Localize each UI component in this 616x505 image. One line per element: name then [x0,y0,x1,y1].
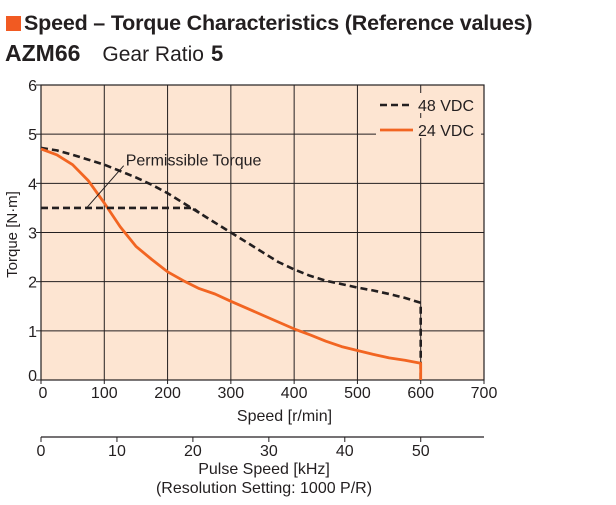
gear-ratio-value: 5 [210,41,224,66]
series [40,146,423,380]
x-tick-label: 600 [407,385,434,402]
model-row: AZM66 Gear Ratio 5 [5,40,223,67]
pulse-tick-label: 30 [260,443,278,460]
gear-ratio-label: Gear Ratio [102,43,204,66]
annotation-label: Permissible Torque [126,153,262,170]
x-tick-label: 500 [344,385,371,402]
y-tick-label: 0 [28,368,37,385]
pulse-tick-label: 50 [412,443,430,460]
legend-entry-background [376,118,481,138]
pulse-axis-label: Pulse Speed [kHz] [198,461,330,478]
legend-entry-background [376,93,481,113]
x-tick-label: 0 [39,385,48,402]
pulse-tick-label: 0 [37,443,46,460]
x-tick-label: 300 [218,385,245,402]
title-row: Speed – Torque Characteristics (Referenc… [6,11,533,36]
y-tick-label: 6 [28,78,37,95]
pulse-tick-label: 10 [108,443,126,460]
legend-label: 24 VDC [418,123,474,140]
annotation: Permissible Torque [86,153,262,209]
pulse-tick-label: 40 [336,443,354,460]
y-tick-label: 1 [28,324,37,341]
x-tick-label: 100 [91,385,118,402]
pulse-axis-sublabel: (Resolution Setting: 1000 P/R) [156,480,372,497]
annotation-leader-line [86,165,125,209]
series-line-permissible-torque [41,206,200,214]
pulse-tick-label: 20 [184,443,202,460]
series-line-24-vdc [40,147,423,380]
pulse-speed-axis: 0 10 20 30 40 50 Pulse Speed [kHz] (Resolution … [37,436,484,497]
series-line-48-vdc [40,146,423,380]
y-axis-label: Torque [N·m] [4,191,21,278]
chart-header: Speed – Torque Characteristics (Referenc… [0,0,616,72]
model-name: AZM66 [5,40,81,66]
legend-label: 48 VDC [418,98,474,115]
chart-title: Speed – Torque Characteristics (Referenc… [24,11,533,35]
y-tick-label: 4 [28,176,37,193]
x-tick-label: 400 [281,385,308,402]
y-tick-label: 2 [28,275,37,292]
x-axis-label: Speed [r/min] [237,408,332,425]
y-tick-label: 5 [28,127,37,144]
title-marker-square [6,16,21,31]
legend: 48 VDC 24 VDC [376,93,481,140]
axes: 0 1 2 3 4 5 6 0 100 200 300 400 500 600 700 Speed [r/mi… [4,78,497,425]
x-tick-label: 200 [154,385,181,402]
x-tick-label: 700 [471,385,498,402]
y-tick-label: 3 [28,226,37,243]
